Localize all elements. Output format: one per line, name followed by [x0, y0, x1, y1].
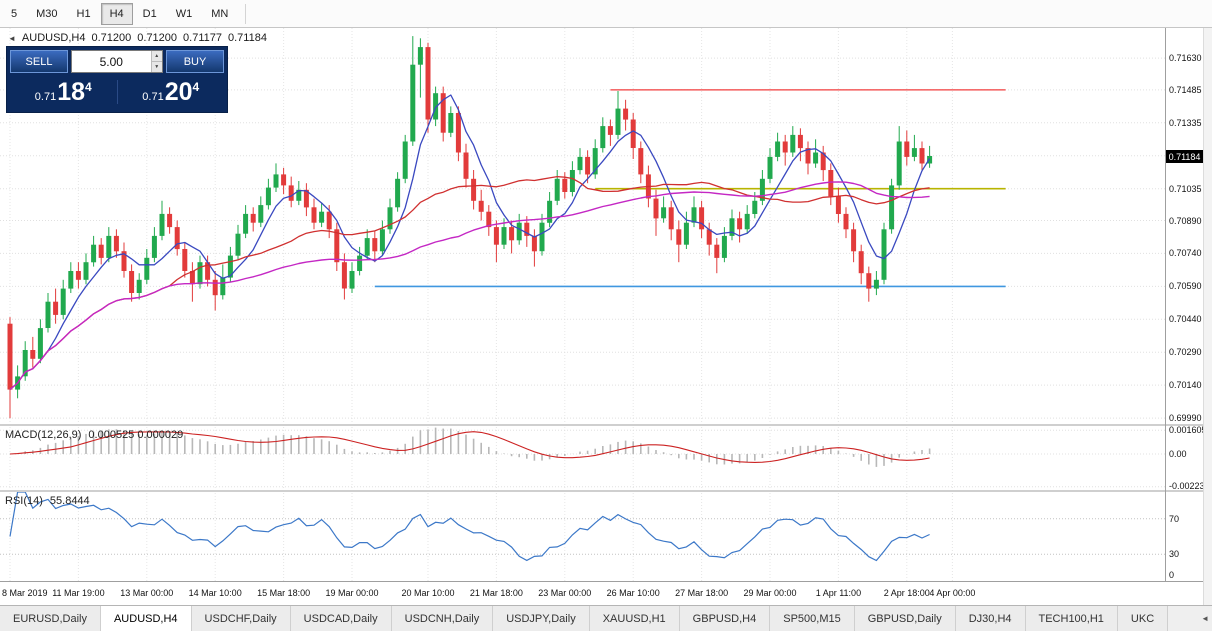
rsi-axis-label: 70 [1169, 514, 1180, 524]
time-axis-label: 29 Mar 00:00 [743, 588, 797, 598]
quote-divider [116, 80, 118, 104]
ask-prefix: 0.71 [142, 91, 164, 103]
one-click-trading-panel: SELL ▲ ▼ BUY 0.71 18 4 0.71 [6, 46, 228, 113]
time-axis-label: 8 Mar 2019 [2, 588, 48, 598]
timeframe-button-h4[interactable]: H4 [100, 2, 133, 25]
chart-symbol-label: AUDUSD,H4 [21, 32, 86, 44]
quote-open: 0.71200 [91, 32, 132, 44]
current-price-tag: 0.71184 [1166, 150, 1203, 163]
quote-low: 0.71177 [183, 32, 222, 44]
chart-tab-xauusd-h1[interactable]: XAUUSD,H1 [589, 606, 680, 631]
ask-pips: 20 [164, 78, 193, 106]
time-axis-label: 26 Mar 10:00 [606, 588, 660, 598]
price-axis-label: 0.69990 [1169, 413, 1202, 423]
time-axis[interactable]: 8 Mar 2019 11 Mar 19:00 13 Mar 00:00 14 Mar… [0, 581, 1212, 605]
price-axis-label: 0.71630 [1169, 53, 1202, 63]
time-axis-label: 14 Mar 10:00 [188, 588, 242, 598]
chart-tab-sp500-m15[interactable]: SP500,M15 [770, 606, 855, 631]
bid-point: 4 [85, 80, 92, 94]
volume-input[interactable] [72, 51, 151, 72]
price-axis-label: 0.70890 [1169, 216, 1202, 226]
chart-canvas[interactable] [0, 28, 1212, 581]
price-axis-label: 0.70740 [1169, 248, 1202, 258]
chart-tab-gbpusd-h4[interactable]: GBPUSD,H4 [679, 606, 771, 631]
time-axis-label: 4 Apr 00:00 [929, 588, 976, 598]
rsi-axis-label: 30 [1169, 549, 1180, 559]
macd-axis-label: 0.00 [1169, 449, 1187, 459]
chart-tab-tech100-h1[interactable]: TECH100,H1 [1025, 606, 1118, 631]
timeframe-button-d1[interactable]: D1 [142, 7, 157, 20]
ask-price: 0.71 20 4 [118, 79, 225, 105]
timeframe-button-m30[interactable]: M30 [36, 7, 58, 20]
chart-tab-dj30-h4[interactable]: DJ30,H4 [955, 606, 1026, 631]
chart-tab-usdcnh-daily[interactable]: USDCNH,Daily [391, 606, 494, 631]
ask-point: 4 [192, 80, 200, 94]
price-axis-label: 0.70290 [1169, 347, 1202, 357]
chart-tab-usdjpy-daily[interactable]: USDJPY,Daily [493, 606, 590, 631]
timeframe-button-mn[interactable]: MN [211, 7, 229, 20]
chart-tab-ukc[interactable]: UKC [1117, 606, 1169, 631]
rsi-name: RSI(14) [5, 495, 43, 507]
time-axis-label: 15 Mar 18:00 [257, 588, 311, 598]
price-axis-label: 0.70140 [1169, 380, 1202, 390]
macd-values: 0.000525 0.000029 [88, 429, 184, 441]
macd-axis-label: 0.001605 [1169, 425, 1207, 435]
toolbar-separator [245, 3, 247, 24]
sell-button[interactable]: SELL [10, 50, 68, 73]
chart-tab-usdchf-daily[interactable]: USDCHF,Daily [191, 606, 291, 631]
timeframe-button-h1[interactable]: H1 [76, 7, 91, 20]
chart-window: ◄ AUDUSD,H4 0.71200 0.71200 0.71177 0.71… [0, 28, 1212, 605]
time-axis-label: 21 Mar 18:00 [469, 588, 523, 598]
bid-prefix: 0.71 [34, 91, 57, 103]
quote-close: 0.71184 [227, 32, 267, 44]
price-axis-label: 0.71035 [1169, 184, 1202, 194]
one-click-panel-toggle-icon[interactable]: ◄ [8, 33, 16, 43]
quote-high: 0.71200 [137, 32, 178, 44]
chart-tab-audusd-h4[interactable]: AUDUSD,H4 [100, 606, 192, 631]
rsi-label: RSI(14) 55.8444 [5, 495, 90, 507]
chart-title: ◄ AUDUSD,H4 0.71200 0.71200 0.71177 0.71… [8, 32, 267, 44]
time-axis-label: 13 Mar 00:00 [120, 588, 174, 598]
volume-increase-icon[interactable]: ▲ [151, 51, 162, 62]
chart-tab-usdcad-daily[interactable]: USDCAD,Daily [290, 606, 392, 631]
time-axis-label: 19 Mar 00:00 [325, 588, 379, 598]
macd-name: MACD(12,26,9) [5, 429, 82, 441]
price-axis-label: 0.71485 [1169, 85, 1202, 95]
rsi-axis-label: 0 [1169, 570, 1175, 580]
timeframe-button-w1[interactable]: W1 [175, 7, 193, 20]
time-axis-label: 1 Apr 11:00 [815, 588, 862, 598]
volume-spinner[interactable]: ▲ ▼ [71, 50, 163, 73]
vertical-scrollbar[interactable] [1203, 28, 1212, 605]
time-axis-label: 20 Mar 10:00 [401, 588, 455, 598]
chart-tab-bar: EURUSD,Daily AUDUSD,H4 USDCHF,Daily USDCAD,… [0, 605, 1212, 631]
chart-tab-eurusd-daily[interactable]: EURUSD,Daily [0, 606, 101, 631]
time-axis-label: 11 Mar 19:00 [52, 588, 105, 598]
time-axis-label: 2 Apr 18:00 [883, 588, 930, 598]
macd-label: MACD(12,26,9) 0.000525 0.000029 [5, 429, 183, 441]
tab-scroll-left-icon[interactable]: ◄ [1201, 614, 1209, 623]
timeframe-button-5[interactable]: 5 [11, 7, 18, 20]
price-axis-label: 0.70590 [1169, 281, 1202, 291]
macd-axis-label: -0.002235 [1169, 481, 1210, 491]
price-axis-label: 0.70440 [1169, 314, 1202, 324]
volume-decrease-icon[interactable]: ▼ [151, 62, 162, 72]
time-axis-label: 27 Mar 18:00 [675, 588, 729, 598]
buy-button[interactable]: BUY [166, 50, 224, 73]
bid-pips: 18 [57, 78, 86, 106]
price-axis-label: 0.71335 [1169, 118, 1202, 128]
timeframe-toolbar: 5 M30 H1 H4 D1 W1 MN [0, 0, 1212, 28]
rsi-value: 55.8444 [49, 495, 90, 507]
time-axis-label: 23 Mar 00:00 [538, 588, 592, 598]
chart-tab-gbpusd-daily[interactable]: GBPUSD,Daily [854, 606, 956, 631]
bid-price: 0.71 18 4 [10, 79, 117, 105]
